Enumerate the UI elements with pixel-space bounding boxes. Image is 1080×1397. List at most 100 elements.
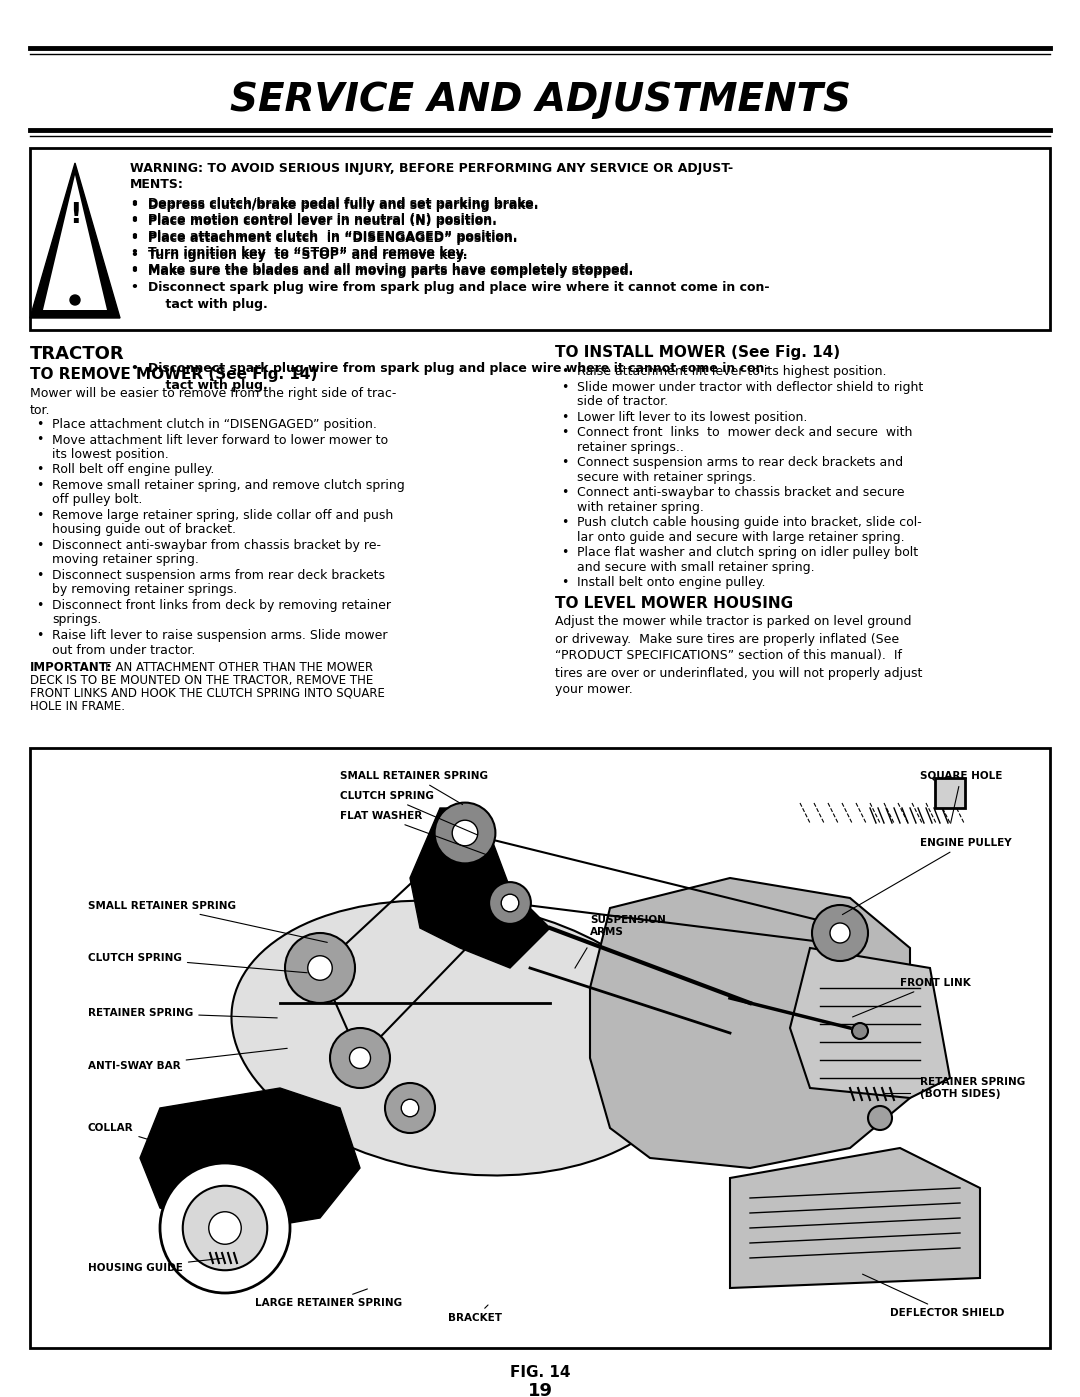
Text: springs.: springs. [52,613,102,626]
Polygon shape [730,1148,980,1288]
Text: •: • [130,232,138,244]
Polygon shape [140,1088,360,1234]
Text: Connect suspension arms to rear deck brackets and: Connect suspension arms to rear deck bra… [577,455,903,469]
Text: SUSPENSION
ARMS: SUSPENSION ARMS [590,915,666,937]
Text: lar onto guide and secure with large retainer spring.: lar onto guide and secure with large ret… [577,531,905,543]
Text: •: • [130,215,138,229]
Text: Adjust the mower while tractor is parked on level ground
or driveway.  Make sure: Adjust the mower while tractor is parked… [555,616,922,697]
Text: Install belt onto engine pulley.: Install belt onto engine pulley. [577,576,766,590]
Text: Turn ignition key  to “STOP” and remove key.: Turn ignition key to “STOP” and remove k… [148,246,468,258]
Text: COLLAR: COLLAR [87,1123,222,1162]
Text: •: • [561,576,568,590]
Text: IMPORTANT:: IMPORTANT: [30,661,112,673]
Text: •: • [36,539,43,552]
Circle shape [489,882,531,923]
Text: Disconnect spark plug wire from spark plug and place wire where it cannot come i: Disconnect spark plug wire from spark pl… [148,282,769,295]
Polygon shape [590,877,910,1168]
Text: •: • [561,486,568,499]
Text: Disconnect anti-swaybar from chassis bracket by re-: Disconnect anti-swaybar from chassis bra… [52,539,381,552]
Text: !: ! [69,201,81,229]
Text: SERVICE AND ADJUSTMENTS: SERVICE AND ADJUSTMENTS [229,81,851,119]
Circle shape [501,894,518,912]
Text: Place attachment clutch in “DISENGAGED” position.: Place attachment clutch in “DISENGAGED” … [52,418,377,432]
Polygon shape [43,175,107,310]
Text: Disconnect front links from deck by removing retainer: Disconnect front links from deck by remo… [52,599,391,612]
Text: Connect anti-swaybar to chassis bracket and secure: Connect anti-swaybar to chassis bracket … [577,486,905,499]
Text: SMALL RETAINER SPRING: SMALL RETAINER SPRING [340,771,488,805]
Circle shape [70,295,80,305]
Text: •: • [130,246,138,258]
Text: Depress clutch/brake pedal fully and set parking brake.: Depress clutch/brake pedal fully and set… [148,198,539,212]
Text: •: • [561,515,568,529]
Text: BRACKET: BRACKET [448,1305,502,1323]
Text: Remove large retainer spring, slide collar off and push: Remove large retainer spring, slide coll… [52,509,393,522]
Text: moving retainer spring.: moving retainer spring. [52,553,199,567]
Text: •: • [36,433,43,447]
Circle shape [208,1211,241,1245]
Text: Place attachment clutch  in “DISENGAGED” position.: Place attachment clutch in “DISENGAGED” … [148,232,517,244]
Text: Place motion control lever in neutral (N) position.: Place motion control lever in neutral (N… [148,215,497,229]
Circle shape [852,1023,868,1039]
Text: FRONT LINK: FRONT LINK [852,978,971,1017]
Text: •: • [36,479,43,492]
Polygon shape [30,163,120,319]
Text: TO INSTALL MOWER (See Fig. 14): TO INSTALL MOWER (See Fig. 14) [555,345,840,360]
Text: RETAINER SPRING
(BOTH SIDES): RETAINER SPRING (BOTH SIDES) [920,1077,1025,1099]
Text: Move attachment lift lever forward to lower mower to: Move attachment lift lever forward to lo… [52,433,388,447]
Bar [30,747,1050,1348]
Circle shape [831,923,850,943]
Bar [935,778,966,807]
Text: •: • [130,362,138,374]
Text: •: • [561,411,568,423]
Text: Turn ignition key  to “STOP” and remove key.: Turn ignition key to “STOP” and remove k… [148,249,468,261]
Text: •: • [130,265,138,278]
Text: •: • [36,629,43,643]
Text: Mower will be easier to remove from the right side of trac-
tor.: Mower will be easier to remove from the … [30,387,396,416]
Text: Lower lift lever to its lowest position.: Lower lift lever to its lowest position. [577,411,808,423]
Text: Push clutch cable housing guide into bracket, slide col-: Push clutch cable housing guide into bra… [577,515,921,529]
Text: CLUTCH SPRING: CLUTCH SPRING [340,791,477,835]
Text: out from under tractor.: out from under tractor. [52,644,195,657]
Text: IF AN ATTACHMENT OTHER THAN THE MOWER: IF AN ATTACHMENT OTHER THAN THE MOWER [98,661,373,673]
Circle shape [868,1106,892,1130]
Text: FLAT WASHER: FLAT WASHER [340,812,487,855]
Text: ANTI-SWAY BAR: ANTI-SWAY BAR [87,1048,287,1071]
Text: Place flat washer and clutch spring on idler pulley bolt: Place flat washer and clutch spring on i… [577,546,918,559]
Text: •: • [36,464,43,476]
Text: •: • [561,426,568,439]
Text: Raise lift lever to raise suspension arms. Slide mower: Raise lift lever to raise suspension arm… [52,629,388,643]
Text: •: • [561,455,568,469]
Text: TO REMOVE MOWER (See Fig. 14): TO REMOVE MOWER (See Fig. 14) [30,367,318,381]
Text: Place motion control lever in neutral (N) position.: Place motion control lever in neutral (N… [148,212,497,226]
Text: •: • [36,509,43,522]
Text: its lowest position.: its lowest position. [52,448,168,461]
Text: •: • [130,282,138,295]
Text: •: • [561,546,568,559]
Text: Roll belt off engine pulley.: Roll belt off engine pulley. [52,464,214,476]
Text: FIG. 14: FIG. 14 [510,1365,570,1380]
Polygon shape [410,807,550,968]
Text: MENTS:: MENTS: [130,179,184,191]
Text: off pulley bolt.: off pulley bolt. [52,493,143,507]
Text: Connect front  links  to  mower deck and secure  with: Connect front links to mower deck and se… [577,426,913,439]
Text: 19: 19 [527,1382,553,1397]
Text: •: • [130,263,138,277]
Text: Depress clutch/brake pedal fully and set parking brake.: Depress clutch/brake pedal fully and set… [148,197,539,210]
Circle shape [160,1162,291,1294]
Text: TRACTOR: TRACTOR [30,345,124,363]
Text: SQUARE HOLE: SQUARE HOLE [920,771,1002,823]
Text: tact with plug.: tact with plug. [148,298,268,312]
Text: housing guide out of bracket.: housing guide out of bracket. [52,524,237,536]
Text: HOLE IN FRAME.: HOLE IN FRAME. [30,700,125,712]
Text: ENGINE PULLEY: ENGINE PULLEY [842,838,1012,915]
Text: Remove small retainer spring, and remove clutch spring: Remove small retainer spring, and remove… [52,479,405,492]
Text: Disconnect spark plug wire from spark plug and place wire where it cannot come i: Disconnect spark plug wire from spark pl… [148,362,769,374]
Text: CLUTCH SPRING: CLUTCH SPRING [87,953,307,972]
Text: Make sure the blades and all moving parts have completely stopped.: Make sure the blades and all moving part… [148,265,633,278]
Polygon shape [789,949,950,1098]
Text: •: • [130,198,138,212]
Text: •: • [561,380,568,394]
Text: •: • [130,231,138,243]
Text: FRONT LINKS AND HOOK THE CLUTCH SPRING INTO SQUARE: FRONT LINKS AND HOOK THE CLUTCH SPRING I… [30,687,384,700]
Text: side of tractor.: side of tractor. [577,395,669,408]
